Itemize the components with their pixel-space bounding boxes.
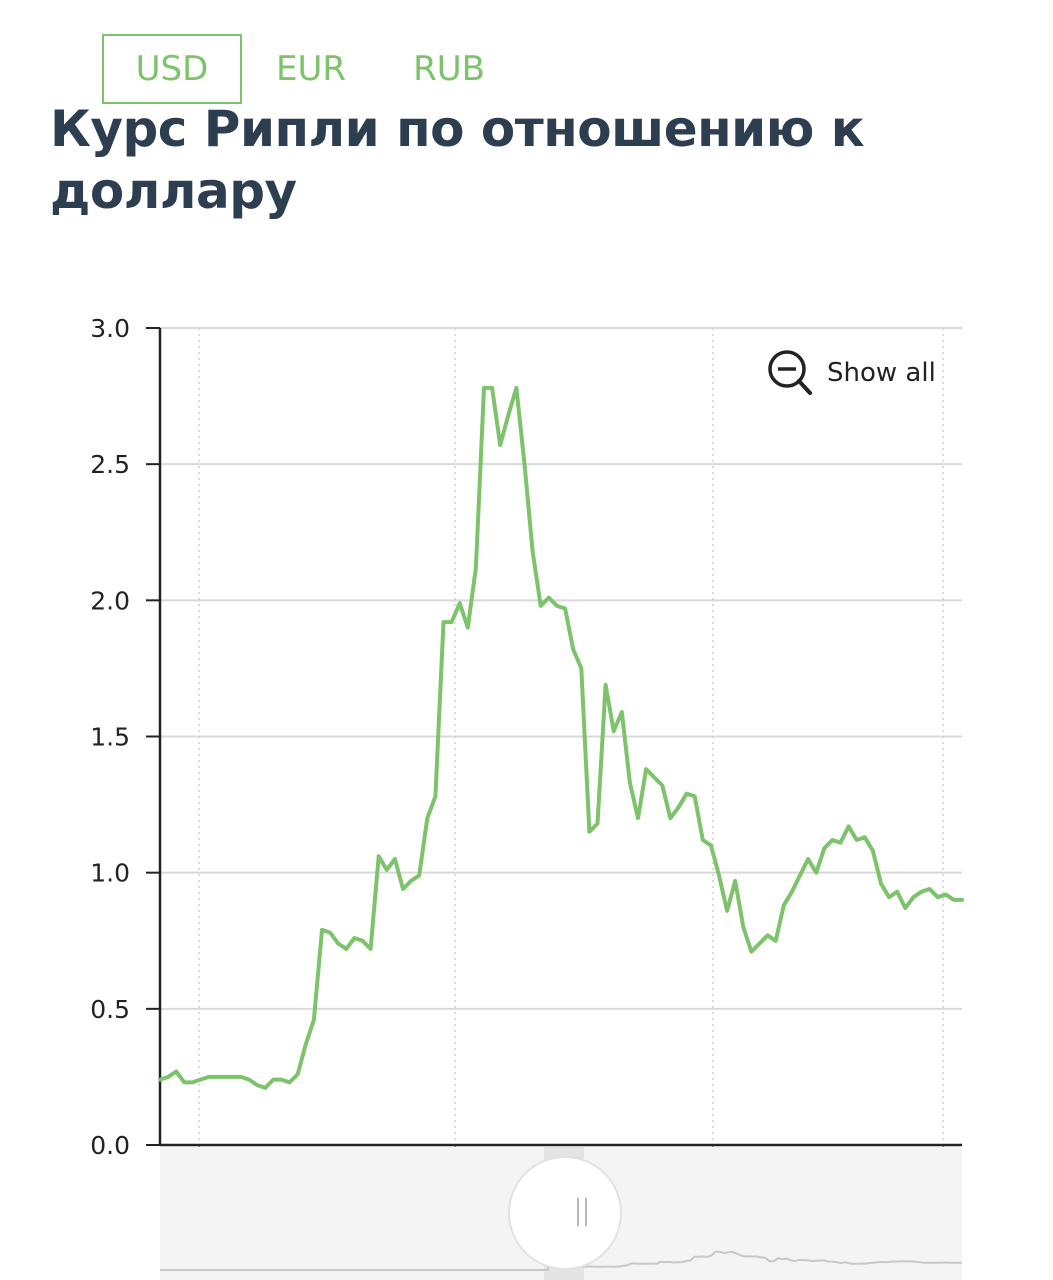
tab-rub[interactable]: RUB: [413, 49, 485, 89]
y-tick-label: 2.0: [90, 586, 130, 615]
show-all-button[interactable]: Show all: [766, 348, 936, 398]
y-tick-label: 3.0: [90, 314, 130, 343]
currency-tabs: USD EUR RUB: [102, 34, 518, 104]
y-tick-label: 1.0: [90, 859, 130, 888]
show-all-label: Show all: [827, 358, 936, 388]
y-tick-label: 0.5: [90, 995, 130, 1024]
chart-series: [158, 385, 964, 1090]
y-tick-label: 0.0: [90, 1131, 130, 1160]
navigator-series-line: [160, 1250, 962, 1271]
chart-x-gridlines: [198, 328, 944, 1145]
series-line: [158, 385, 964, 1090]
page-title: Курс Рипли по отношению к доллару: [50, 100, 865, 220]
tab-usd[interactable]: USD: [102, 34, 242, 104]
navigator-handle[interactable]: [508, 1156, 622, 1270]
chart-axes: [146, 327, 962, 1161]
zoom-out-icon: [768, 350, 812, 395]
y-tick-labels: 0.0 0.5 1.0 1.5 2.0 2.5 3.0: [90, 314, 130, 1160]
chart-grid: [160, 327, 962, 1010]
y-tick-label: 2.5: [90, 450, 130, 479]
tab-eur[interactable]: EUR: [276, 49, 346, 89]
navigator-handle-circle[interactable]: [508, 1156, 622, 1270]
y-tick-label: 1.5: [90, 723, 130, 752]
